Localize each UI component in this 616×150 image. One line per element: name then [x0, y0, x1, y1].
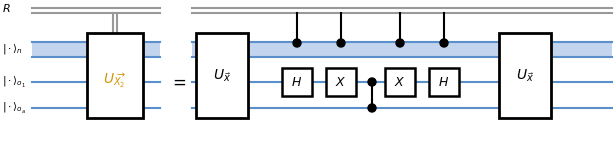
Bar: [192, 42, 612, 57]
Bar: [326, 68, 356, 96]
Circle shape: [293, 39, 301, 47]
Text: $U_{\vec{x}}$: $U_{\vec{x}}$: [213, 67, 231, 84]
Text: $=$: $=$: [169, 73, 187, 91]
Text: $H$: $H$: [439, 75, 450, 88]
Text: $|\cdot\rangle_{o_a}$: $|\cdot\rangle_{o_a}$: [2, 100, 26, 116]
Bar: [429, 68, 459, 96]
Circle shape: [368, 78, 376, 86]
Text: $H$: $H$: [291, 75, 302, 88]
Text: $U_{\vec{x}}$: $U_{\vec{x}}$: [516, 67, 534, 84]
Bar: [87, 33, 143, 118]
Circle shape: [396, 39, 404, 47]
Text: $X$: $X$: [335, 75, 347, 88]
Circle shape: [440, 39, 448, 47]
Text: $X$: $X$: [394, 75, 406, 88]
Circle shape: [337, 39, 345, 47]
Text: $U_{\overrightarrow{X_2}}$: $U_{\overrightarrow{X_2}}$: [103, 71, 126, 90]
Bar: [196, 33, 248, 118]
Bar: [499, 33, 551, 118]
Circle shape: [368, 104, 376, 112]
Text: $|\cdot\rangle_n$: $|\cdot\rangle_n$: [2, 42, 23, 57]
Bar: [282, 68, 312, 96]
Bar: [32, 42, 160, 57]
Bar: [385, 68, 415, 96]
Text: $|\cdot\rangle_{o_1}$: $|\cdot\rangle_{o_1}$: [2, 74, 26, 90]
Text: $R$: $R$: [2, 2, 10, 14]
